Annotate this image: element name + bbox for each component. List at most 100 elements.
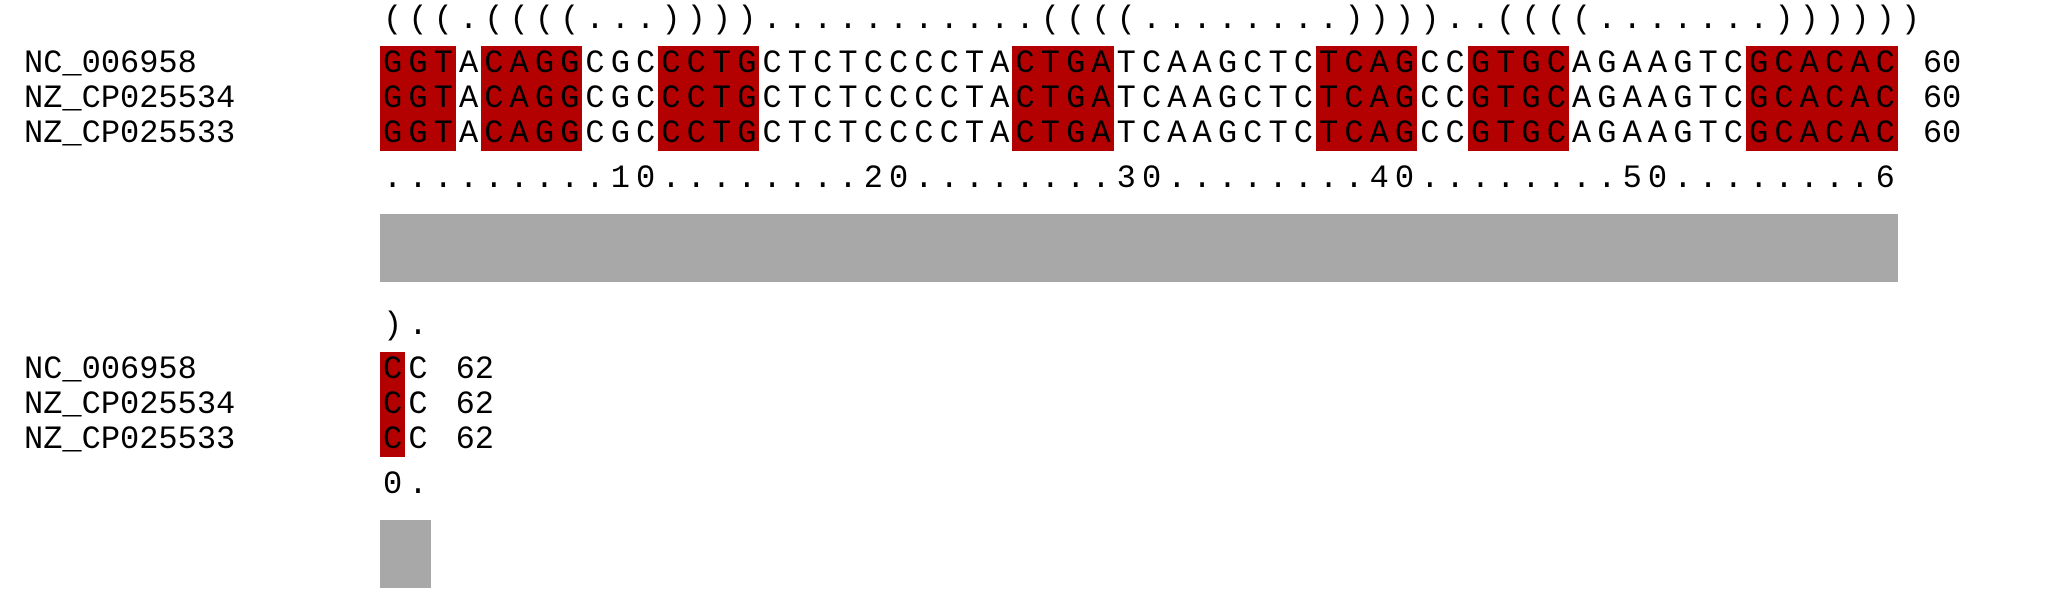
nucleotide: C — [408, 421, 428, 458]
nucleotide: C — [1723, 45, 1743, 82]
conservation-bar — [380, 520, 431, 588]
nucleotide: G — [557, 46, 583, 81]
nucleotide: G — [734, 116, 760, 151]
nucleotide: A — [1167, 115, 1187, 152]
nucleotide: T — [1315, 116, 1342, 151]
conservation-bar — [380, 214, 1898, 282]
nucleotide: C — [658, 116, 684, 151]
nucleotide: A — [1647, 115, 1668, 152]
nucleotide: T — [430, 116, 456, 151]
nucleotide: A — [1192, 80, 1212, 117]
nucleotide: C — [863, 45, 883, 82]
nucleotide: C — [762, 115, 782, 152]
nucleotide: C — [658, 81, 684, 116]
nucleotide: C — [1341, 81, 1367, 116]
nucleotide: C — [1141, 115, 1162, 152]
nucleotide: C — [939, 115, 959, 152]
nucleotide: T — [964, 115, 985, 152]
nucleotide: A — [458, 115, 479, 152]
nucleotide: G — [405, 46, 431, 81]
nucleotide: G — [531, 81, 558, 116]
nucleotide: C — [1872, 116, 1898, 151]
nucleotide: G — [610, 115, 630, 152]
nucleotide: G — [610, 45, 630, 82]
nucleotide: A — [1796, 46, 1822, 81]
nucleotide: A — [1622, 45, 1642, 82]
nucleotide: G — [1063, 46, 1089, 81]
nucleotide: T — [1268, 45, 1288, 82]
nucleotide: C — [914, 115, 934, 152]
nucleotide: T — [787, 45, 807, 82]
sequence-end-position: 62 — [455, 351, 494, 388]
nucleotide: C — [683, 81, 709, 116]
nucleotide: A — [990, 45, 1010, 82]
nucleotide: G — [380, 81, 406, 116]
nucleotide: C — [1771, 116, 1797, 151]
nucleotide: G — [380, 46, 406, 81]
nucleotide: A — [1647, 80, 1668, 117]
sequence-end-position: 62 — [455, 386, 494, 423]
nucleotide: A — [1366, 81, 1392, 116]
nucleotide: A — [1847, 46, 1873, 81]
nucleotide: A — [1088, 116, 1114, 151]
nucleotide: C — [1543, 116, 1569, 151]
sequence-name: NZ_CP025534 — [24, 386, 236, 423]
sequence-end-position: 60 — [1922, 80, 1962, 117]
nucleotide: T — [1315, 81, 1342, 116]
nucleotide: A — [506, 81, 532, 116]
nucleotide: T — [838, 80, 858, 117]
nucleotide: T — [1493, 116, 1519, 151]
nucleotide: T — [1268, 115, 1288, 152]
nucleotide: C — [1821, 116, 1848, 151]
nucleotide: A — [1572, 45, 1592, 82]
secondary-structure: ). — [383, 307, 428, 344]
nucleotide: G — [531, 46, 558, 81]
nucleotide: C — [1420, 80, 1440, 117]
nucleotide: A — [1192, 45, 1212, 82]
nucleotide: G — [1217, 115, 1238, 152]
nucleotide: G — [1467, 116, 1494, 151]
nucleotide: C — [939, 80, 959, 117]
nucleotide: T — [1698, 80, 1718, 117]
nucleotide: C — [658, 46, 684, 81]
sequence-name: NC_006958 — [24, 45, 197, 82]
nucleotide: T — [708, 116, 735, 151]
nucleotide: C — [1243, 80, 1263, 117]
nucleotide: C — [1012, 46, 1038, 81]
nucleotide: G — [405, 81, 431, 116]
nucleotide: C — [1445, 80, 1465, 117]
nucleotide: A — [990, 115, 1010, 152]
nucleotide: G — [557, 116, 583, 151]
nucleotide: T — [1493, 46, 1519, 81]
nucleotide: C — [762, 80, 782, 117]
nucleotide: T — [1698, 45, 1718, 82]
nucleotide: G — [1217, 80, 1238, 117]
secondary-structure: (((.((((...))))...........((((........))… — [383, 1, 1921, 38]
nucleotide: C — [888, 115, 909, 152]
nucleotide: C — [380, 422, 406, 457]
nucleotide: A — [1366, 116, 1392, 151]
nucleotide: G — [1391, 81, 1418, 116]
nucleotide: G — [1673, 115, 1693, 152]
nucleotide: C — [888, 80, 909, 117]
nucleotide: C — [1872, 81, 1898, 116]
nucleotide: T — [1037, 46, 1064, 81]
nucleotide: C — [1872, 46, 1898, 81]
nucleotide: C — [481, 46, 507, 81]
nucleotide: G — [1746, 116, 1772, 151]
nucleotide: A — [1088, 46, 1114, 81]
nucleotide: C — [1293, 115, 1313, 152]
nucleotide: C — [1341, 116, 1367, 151]
nucleotide: G — [1217, 45, 1238, 82]
nucleotide: C — [408, 351, 428, 388]
nucleotide: C — [636, 45, 656, 82]
nucleotide: C — [1821, 81, 1848, 116]
nucleotide: A — [1572, 80, 1592, 117]
nucleotide: C — [683, 46, 709, 81]
nucleotide: A — [506, 116, 532, 151]
sequence-row: C C 62 — [380, 387, 494, 422]
nucleotide: C — [762, 45, 782, 82]
